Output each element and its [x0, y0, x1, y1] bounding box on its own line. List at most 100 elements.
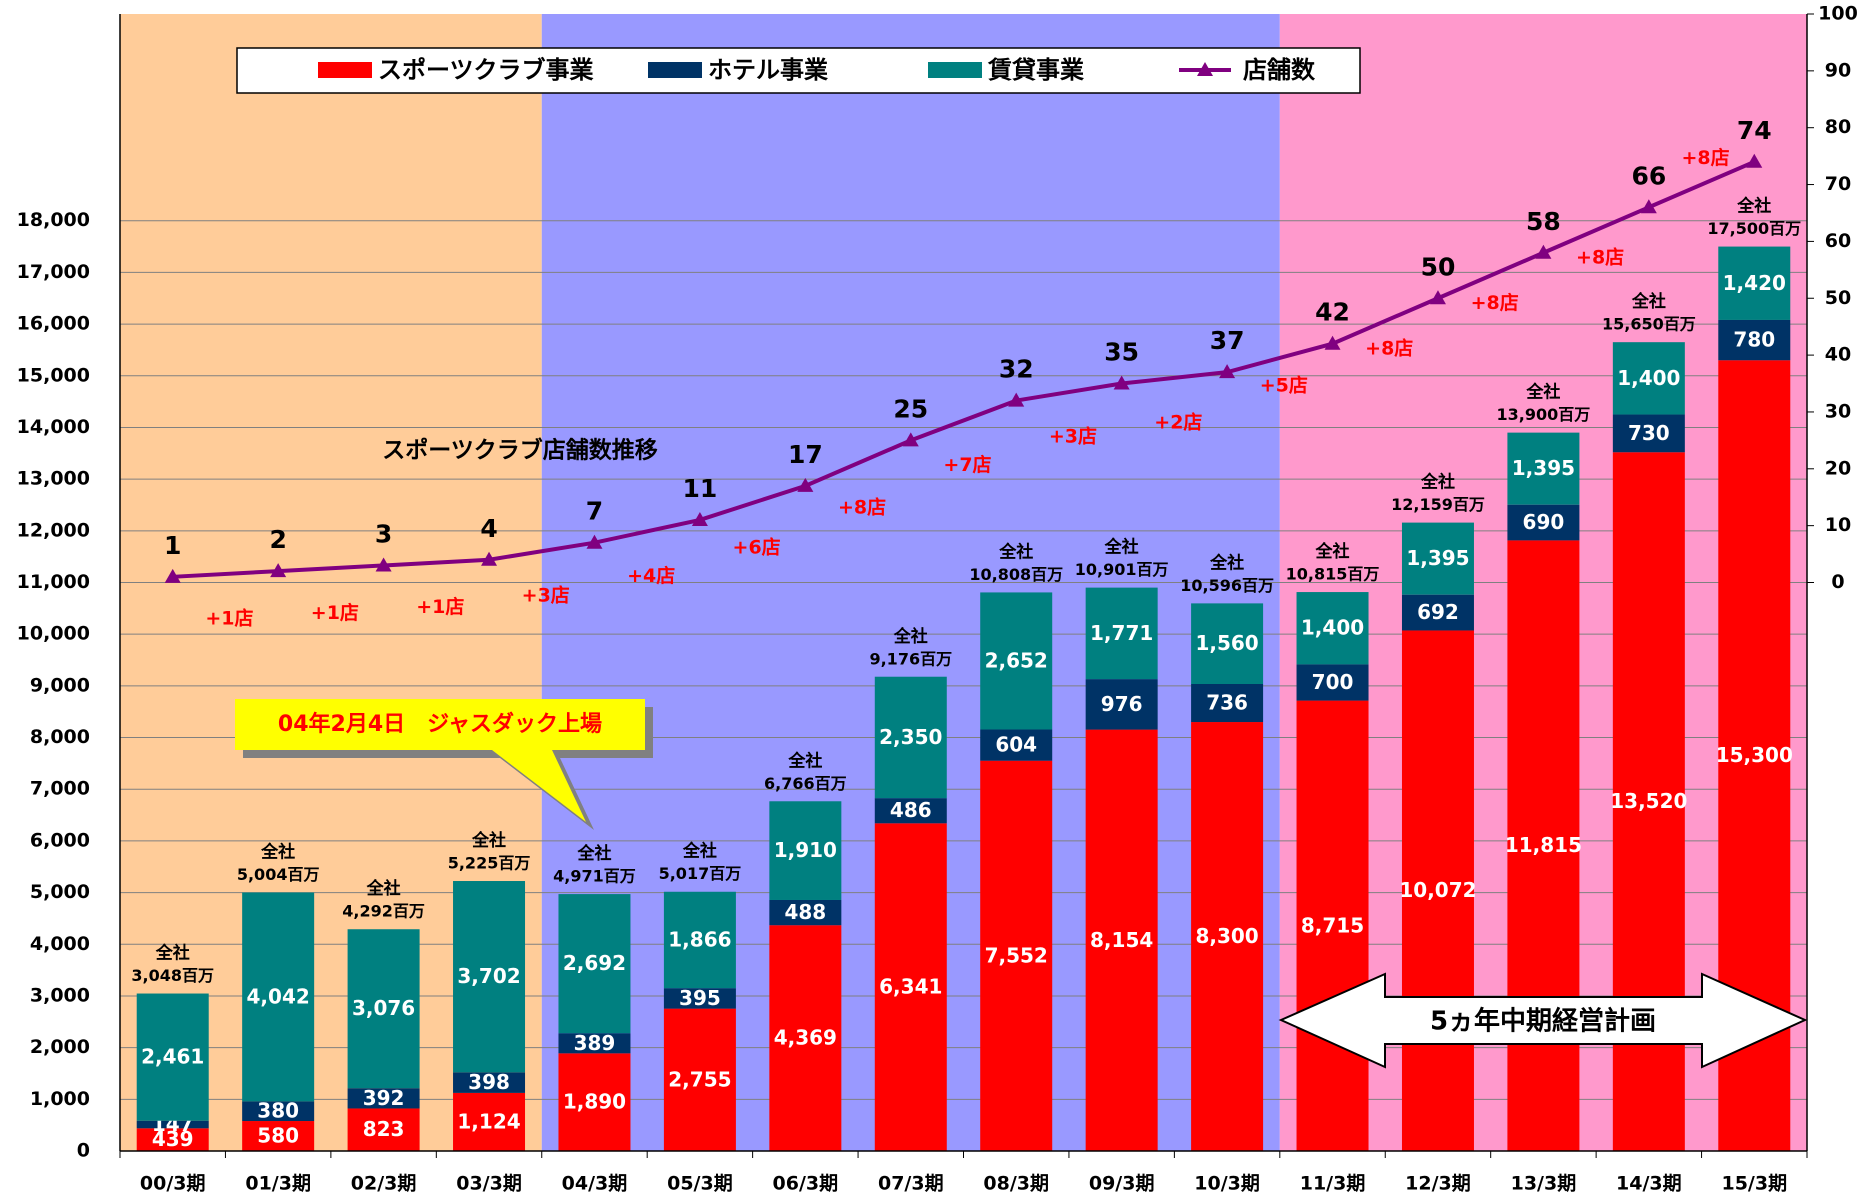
value-label: 398 [468, 1070, 510, 1094]
legend-swatch [318, 62, 372, 78]
total-caption: 全社 [260, 841, 295, 862]
x-tick-label: 09/3期 [1089, 1173, 1155, 1195]
line-value-label: 17 [788, 440, 823, 469]
y-tick-label: 14,000 [17, 416, 90, 438]
value-label: 823 [363, 1117, 405, 1141]
increment-label: +8店 [1681, 146, 1729, 169]
value-label: 13,520 [1610, 789, 1687, 813]
total-label: 6,766百万 [764, 774, 847, 793]
increment-label: +6店 [733, 535, 781, 558]
value-label: 1,395 [1406, 546, 1469, 570]
value-label: 2,652 [985, 648, 1048, 672]
line-marker [375, 557, 392, 572]
line-marker [1113, 375, 1130, 390]
x-tick-label: 05/3期 [667, 1173, 733, 1195]
bar-segment [558, 894, 631, 1034]
value-label: 3,076 [352, 996, 415, 1020]
line-marker [691, 511, 708, 526]
y-tick-label: 2,000 [30, 1036, 90, 1058]
line-value-label: 42 [1315, 298, 1350, 327]
value-label: 1,560 [1195, 631, 1258, 655]
bar-segment [663, 1008, 736, 1151]
value-label: 392 [363, 1086, 405, 1110]
bar-segment [558, 1033, 631, 1054]
total-label: 10,901百万 [1075, 560, 1169, 579]
y2-tick-label: 10 [1825, 514, 1851, 536]
bar-segment [874, 823, 947, 1151]
y2-tick-label: 90 [1825, 59, 1851, 81]
y-tick-label: 18,000 [17, 209, 90, 231]
bar-segment [242, 1121, 315, 1151]
x-tick-label: 13/3期 [1511, 1173, 1577, 1195]
total-label: 10,815百万 [1286, 565, 1380, 584]
line-marker [902, 432, 919, 447]
x-tick-label: 03/3期 [456, 1173, 522, 1195]
legend-label: ホテル事業 [708, 56, 828, 84]
increment-label: +7店 [943, 453, 991, 476]
line-marker [481, 551, 498, 566]
bar-segment [136, 1120, 209, 1129]
bar-segment [1085, 729, 1158, 1151]
bar-segment [769, 899, 842, 926]
line [172, 159, 1756, 579]
y-tick-label: 3,000 [30, 984, 90, 1006]
line-value-label: 7 [586, 497, 603, 526]
bar-segment [347, 1088, 420, 1109]
total-caption: 全社 [1525, 382, 1560, 403]
total-caption: 全社 [1631, 291, 1666, 312]
value-label: 1,395 [1512, 456, 1575, 480]
y2-tick-label: 50 [1825, 287, 1851, 309]
value-label: 4,042 [247, 984, 310, 1008]
total-label: 5,004百万 [237, 865, 320, 884]
value-label: 700 [1312, 670, 1354, 694]
value-label: 2,350 [879, 725, 942, 749]
line-value-label: 74 [1737, 116, 1772, 145]
value-label: 488 [784, 900, 826, 924]
value-label: 380 [257, 1099, 299, 1123]
value-label: 1,400 [1301, 616, 1364, 640]
legend: スポーツクラブ事業 ホテル事業 賃貸事業 店舗数 [236, 47, 1361, 94]
bar-segment [663, 988, 736, 1009]
bar-segment [663, 891, 736, 989]
line-value-label: 4 [480, 514, 497, 543]
value-label: 780 [1733, 328, 1775, 352]
x-tick-label: 08/3期 [983, 1173, 1049, 1195]
increment-label: +8店 [1576, 246, 1624, 269]
line-marker [1008, 392, 1025, 407]
total-label: 10,808百万 [969, 565, 1063, 584]
total-caption: 全社 [787, 750, 822, 771]
value-label: 6,341 [879, 975, 942, 999]
value-label: 7,552 [985, 943, 1048, 967]
line-marker [1429, 290, 1446, 305]
increment-label: +5店 [1260, 373, 1308, 396]
value-label: 690 [1523, 510, 1565, 534]
bar-segment [453, 881, 526, 1073]
total-caption: 全社 [1104, 537, 1139, 558]
plan-arrow [1278, 972, 1808, 1069]
total-label: 3,048百万 [131, 966, 214, 985]
bar-segment [453, 1092, 526, 1151]
y2-tick-label: 0 [1831, 571, 1844, 593]
total-caption: 全社 [366, 878, 401, 899]
y-tick-label: 6,000 [30, 829, 90, 851]
total-label: 4,292百万 [342, 902, 425, 921]
line-marker [1640, 199, 1657, 214]
line-value-label: 11 [683, 474, 718, 503]
bar-segment [1612, 342, 1685, 415]
value-label: 1,866 [668, 927, 731, 951]
line-marker [586, 534, 603, 549]
bar-segment [1296, 592, 1369, 665]
line-marker [1535, 244, 1552, 259]
total-label: 12,159百万 [1391, 495, 1485, 514]
y-tick-label: 0 [77, 1140, 90, 1162]
value-label: 1,420 [1723, 271, 1786, 295]
total-caption: 全社 [682, 841, 717, 862]
bar-segment [1296, 664, 1369, 701]
y-tick-label: 7,000 [30, 778, 90, 800]
y-tick-label: 11,000 [17, 571, 90, 593]
x-tick-label: 02/3期 [351, 1173, 417, 1195]
increment-label: +3店 [1049, 425, 1097, 448]
x-tick-label: 06/3期 [773, 1173, 839, 1195]
value-label: 692 [1417, 600, 1459, 624]
bar-segment [1296, 700, 1369, 1151]
